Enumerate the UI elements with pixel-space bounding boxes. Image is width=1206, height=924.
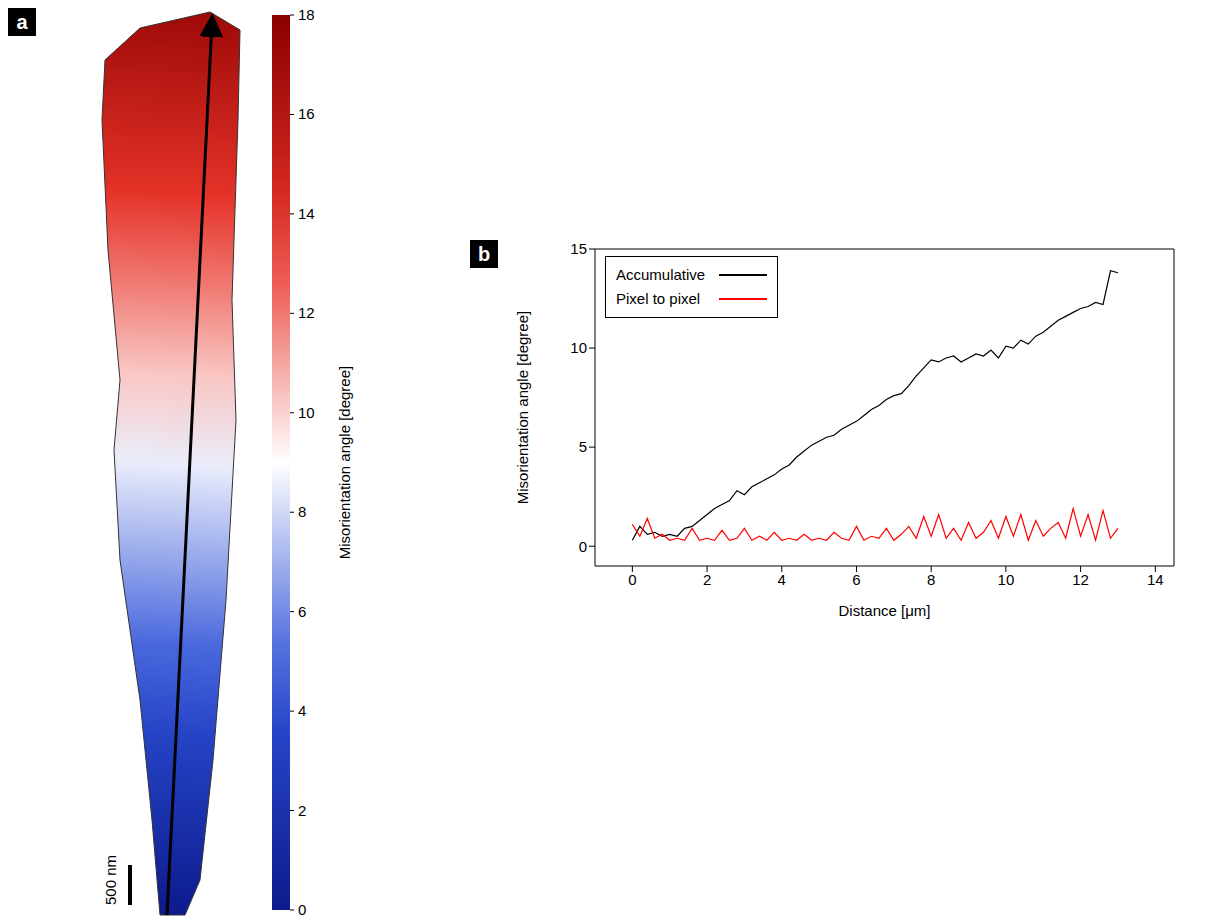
svg-text:14: 14 (1147, 571, 1164, 588)
svg-text:6: 6 (852, 571, 860, 588)
svg-text:15: 15 (570, 240, 587, 257)
svg-text:500 nm: 500 nm (102, 855, 119, 905)
svg-text:12: 12 (1072, 571, 1089, 588)
svg-text:4: 4 (778, 571, 786, 588)
svg-text:12: 12 (298, 304, 315, 321)
html-text:b: b (477, 242, 491, 265)
svg-text:16: 16 (298, 105, 315, 122)
svg-text:Misorientation angle [degree]: Misorientation angle [degree] (336, 366, 353, 559)
html-text:Accumulative: Accumulative (616, 266, 706, 283)
svg-text:Distance [μm]: Distance [μm] (839, 602, 931, 619)
svg-text:6: 6 (298, 603, 306, 620)
svg-text:10: 10 (298, 404, 315, 421)
svg-text:2: 2 (298, 802, 306, 819)
html-text:Pixel to pixel: Pixel to pixel (616, 290, 701, 307)
svg-text:4: 4 (298, 702, 306, 719)
svg-text:18: 18 (298, 6, 315, 23)
svg-text:8: 8 (927, 571, 935, 588)
svg-text:8: 8 (298, 503, 306, 520)
svg-text:0: 0 (628, 571, 636, 588)
svg-text:10: 10 (998, 571, 1015, 588)
html-text:a: a (16, 10, 28, 33)
svg-text:14: 14 (298, 205, 315, 222)
svg-text:0: 0 (579, 538, 587, 555)
svg-text:5: 5 (579, 438, 587, 455)
svg-text:10: 10 (570, 339, 587, 356)
svg-text:Misorientation angle [degree]: Misorientation angle [degree] (514, 311, 531, 504)
svg-text:2: 2 (703, 571, 711, 588)
svg-text:0: 0 (298, 901, 306, 918)
